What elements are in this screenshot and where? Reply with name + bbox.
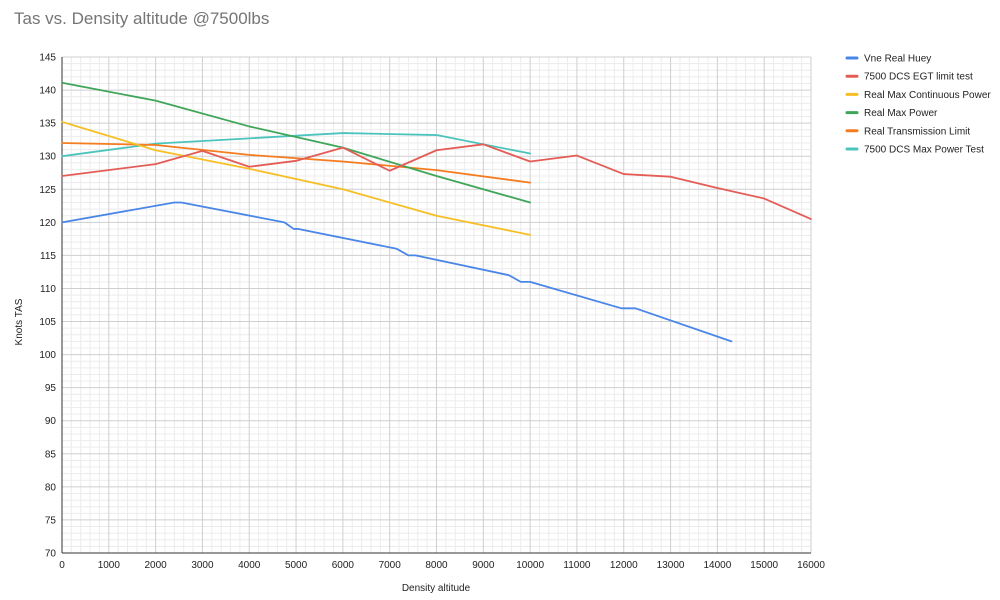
x-tick-label: 7000 bbox=[379, 560, 402, 571]
x-tick-label: 11000 bbox=[563, 560, 591, 571]
y-tick-label: 85 bbox=[45, 449, 57, 460]
y-tick-label: 110 bbox=[40, 284, 56, 295]
series-line-2 bbox=[61, 143, 812, 220]
legend: Vne Real Huey 7500 DCS EGT limit test Real… bbox=[845, 54, 991, 156]
legend-label-2: 7500 DCS EGT limit test bbox=[864, 72, 973, 83]
legend-label-6: 7500 DCS Max Power Test bbox=[864, 145, 984, 156]
x-tick-label: 16000 bbox=[797, 560, 825, 571]
x-tick-label: 14000 bbox=[703, 560, 731, 571]
x-tick-label: 13000 bbox=[657, 560, 685, 571]
x-tick-label: 5000 bbox=[285, 560, 308, 571]
x-tick-label: 0 bbox=[59, 560, 65, 571]
x-tick-label: 3000 bbox=[191, 560, 214, 571]
chart-title: Tas vs. Density altitude @7500lbs bbox=[14, 9, 270, 28]
series-line-3 bbox=[61, 120, 532, 236]
y-tick-label: 135 bbox=[39, 119, 56, 130]
x-tick-label: 8000 bbox=[425, 560, 448, 571]
x-tick-label: 12000 bbox=[610, 560, 638, 571]
y-tick-labels: 70 75 80 85 90 95 100 105 110 115 120 125 130 135 140 1… bbox=[39, 53, 56, 560]
series-line-1 bbox=[61, 201, 733, 343]
y-tick-label: 130 bbox=[39, 152, 56, 163]
x-tick-label: 10000 bbox=[516, 560, 544, 571]
y-axis-label: Knots TAS bbox=[14, 298, 25, 345]
y-tick-label: 70 bbox=[45, 549, 57, 560]
y-tick-label: 80 bbox=[45, 482, 57, 493]
x-tick-label: 2000 bbox=[145, 560, 168, 571]
x-tick-label: 9000 bbox=[472, 560, 495, 571]
x-tick-label: 6000 bbox=[332, 560, 355, 571]
series-lines bbox=[61, 81, 812, 343]
y-tick-label: 75 bbox=[45, 515, 57, 526]
y-tick-label: 145 bbox=[39, 53, 56, 64]
y-tick-label: 115 bbox=[40, 251, 56, 262]
series-line-4 bbox=[61, 81, 532, 204]
x-axis-label: Density altitude bbox=[402, 583, 471, 594]
y-tick-label: 105 bbox=[39, 317, 56, 328]
legend-label-1: Vne Real Huey bbox=[864, 54, 931, 65]
y-tick-label: 90 bbox=[45, 416, 57, 427]
y-tick-label: 100 bbox=[39, 350, 56, 361]
legend-label-3: Real Max Continuous Power bbox=[864, 90, 991, 101]
x-tick-labels: 0 1000 2000 3000 4000 5000 6000 7000 8000 9000 100… bbox=[59, 560, 825, 571]
x-tick-label: 1000 bbox=[98, 560, 121, 571]
axes bbox=[61, 57, 811, 554]
x-tick-label: 15000 bbox=[750, 560, 778, 571]
y-tick-label: 125 bbox=[39, 185, 56, 196]
y-tick-label: 95 bbox=[45, 383, 57, 394]
y-tick-label: 140 bbox=[39, 86, 56, 97]
y-tick-label: 120 bbox=[39, 218, 56, 229]
x-tick-label: 4000 bbox=[238, 560, 261, 571]
legend-label-4: Real Max Power bbox=[864, 108, 938, 119]
legend-label-5: Real Transmission Limit bbox=[864, 126, 970, 137]
